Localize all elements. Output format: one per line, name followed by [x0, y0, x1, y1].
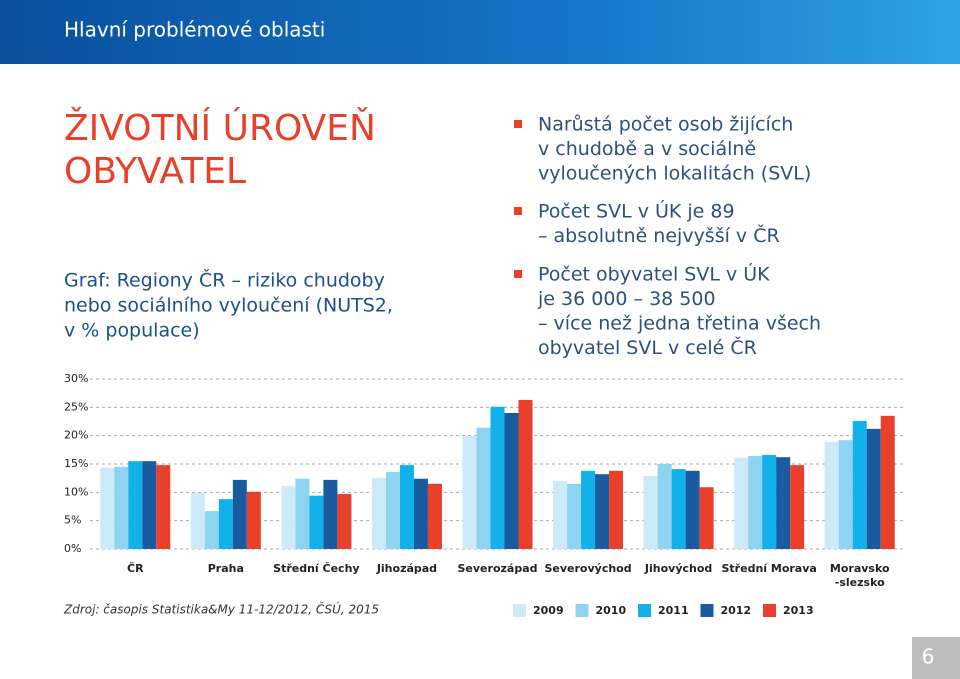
bar [671, 469, 686, 549]
y-tick-label: 5% [64, 514, 81, 527]
legend-label: 2010 [596, 604, 627, 617]
bar [567, 483, 582, 549]
legend-label: 2013 [783, 604, 814, 617]
bar [518, 399, 533, 549]
bar [309, 495, 324, 549]
bar [156, 465, 171, 549]
bar [128, 461, 143, 549]
bar [100, 467, 115, 549]
bar [657, 464, 672, 549]
bullet-marker [514, 207, 522, 215]
legend-swatch [638, 604, 651, 617]
bar [476, 427, 491, 549]
bar [866, 428, 881, 549]
y-tick-label: 0% [64, 542, 81, 555]
bullet-marker [514, 120, 522, 128]
legend-swatch [700, 604, 714, 617]
bullet-text: – více než jedna třetina všech [538, 313, 821, 335]
bullet-text: obyvatel SVL v celé ČR [538, 335, 757, 359]
bar [413, 478, 428, 549]
y-tick-label: 25% [64, 400, 88, 413]
bar [748, 456, 763, 549]
bar [218, 499, 233, 549]
y-tick-label: 20% [64, 429, 88, 442]
y-tick-label: 10% [64, 485, 88, 498]
bar [595, 474, 610, 549]
bar [427, 483, 442, 549]
bullet-text: Počet SVL v ÚK je 89 [538, 199, 735, 223]
bar [699, 487, 714, 549]
bar [246, 491, 261, 549]
bar [762, 454, 777, 549]
x-tick-label: Praha [208, 562, 244, 575]
bar [581, 470, 596, 549]
x-tick-label: ČR [127, 562, 144, 575]
bar [190, 492, 205, 549]
chart-title: Graf: Regiony ČR – riziko chudoby [64, 268, 385, 292]
bullet-text: vyloučených lokalitách (SVL) [538, 163, 811, 185]
bar [685, 470, 700, 549]
bullet-marker [514, 270, 522, 278]
y-tick-label: 30% [64, 372, 88, 385]
bullet-text: – absolutně nejvyšší v ČR [538, 223, 780, 247]
bullet-text: je 36 000 – 38 500 [537, 288, 716, 310]
bar [295, 478, 310, 549]
bar [852, 420, 867, 549]
bar [643, 475, 658, 549]
bar [880, 415, 895, 549]
y-tick-label: 15% [64, 457, 88, 470]
legend-swatch [575, 604, 589, 617]
bar [790, 465, 805, 549]
x-tick-label: Severozápad [458, 562, 538, 575]
bar [838, 440, 853, 549]
chart-title: nebo sociálního vyloučení (NUTS2, [64, 295, 393, 317]
bar [281, 486, 296, 549]
bar [142, 461, 157, 549]
bar [232, 479, 247, 549]
x-tick-label: Severovýchod [544, 562, 631, 575]
heading: ŽIVOTNÍ ÚROVEŇ [64, 107, 376, 149]
bar [504, 413, 519, 549]
heading: OBYVATEL [64, 151, 246, 192]
x-tick-label: Moravsko -slezsko [830, 562, 890, 589]
bar [385, 471, 400, 549]
bullet-text: v chudobě a v sociálně [538, 138, 756, 160]
chart-title: v % populace) [64, 320, 200, 342]
header-title: Hlavní problémové oblasti [64, 18, 325, 42]
page-number: 6 [922, 645, 935, 669]
bullet-text: Počet obyvatel SVL v ÚK [538, 262, 770, 286]
legend-label: 2009 [533, 604, 564, 617]
bar [553, 481, 568, 549]
bar [490, 406, 505, 549]
page-number-box [912, 637, 960, 679]
bar [337, 494, 352, 549]
bar [204, 511, 219, 549]
x-tick-label: Střední Morava [722, 562, 817, 575]
x-tick-label: Jihozápad [376, 562, 437, 575]
source: Zdroj: časopis Statistika&My 11-12/2012,… [63, 602, 379, 617]
bar [609, 470, 624, 549]
x-tick-label: Jihovýchod [644, 562, 712, 575]
bar [824, 441, 839, 549]
bar [323, 479, 338, 549]
legend-swatch [763, 604, 776, 617]
bar [399, 465, 414, 549]
bar [462, 436, 477, 549]
legend-swatch [513, 604, 526, 617]
bullet-text: Narůstá počet osob žijících [538, 114, 793, 136]
header-banner [0, 0, 960, 64]
legend-label: 2011 [658, 604, 689, 617]
x-tick-label: Střední Čechy [273, 562, 359, 575]
legend-label: 2012 [721, 604, 752, 617]
bar [734, 457, 749, 549]
bar [776, 457, 791, 549]
bar [114, 466, 129, 549]
bar [371, 478, 386, 549]
